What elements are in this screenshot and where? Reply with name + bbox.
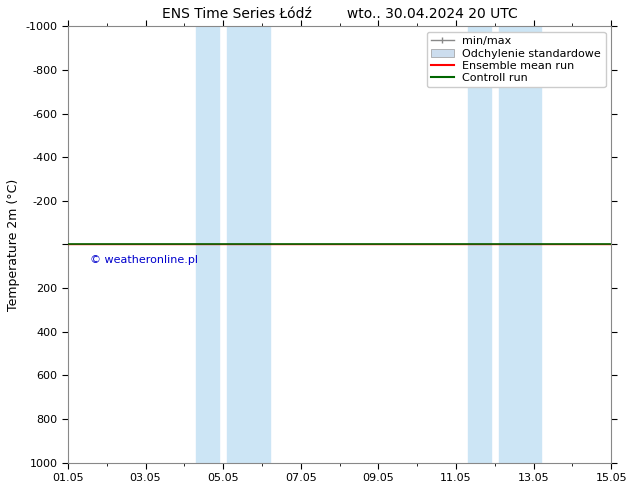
Bar [468,26,491,463]
Y-axis label: Temperature 2m (°C): Temperature 2m (°C) [7,178,20,311]
Bar [499,26,541,463]
Title: ENS Time Series Łódź        wto.. 30.04.2024 20 UTC: ENS Time Series Łódź wto.. 30.04.2024 20… [162,7,517,21]
Text: © weatheronline.pl: © weatheronline.pl [89,255,198,266]
Bar [227,26,269,463]
Legend: min/max, Odchylenie standardowe, Ensemble mean run, Controll run: min/max, Odchylenie standardowe, Ensembl… [427,32,605,87]
Bar [196,26,219,463]
